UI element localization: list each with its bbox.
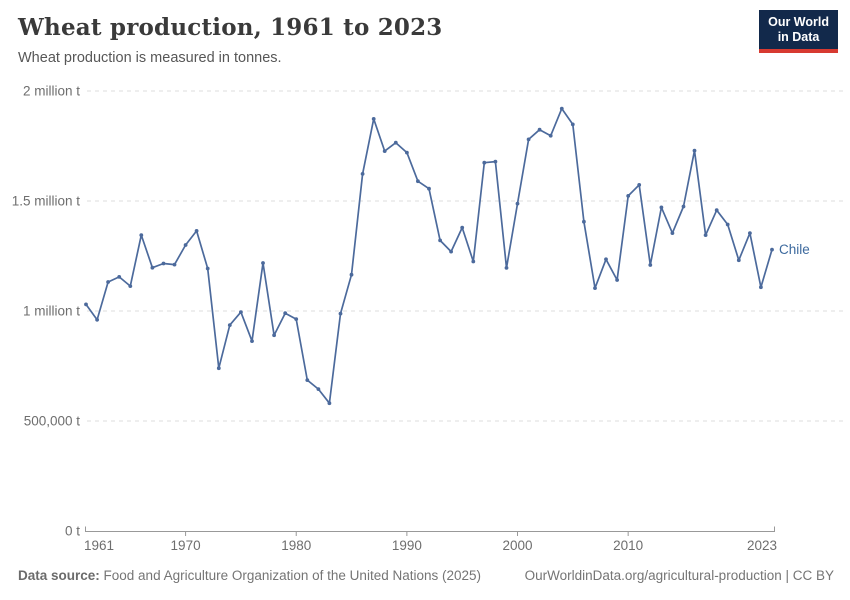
data-point[interactable]: [172, 262, 177, 267]
y-axis-tick-label: 1 million t: [23, 304, 80, 319]
x-axis-tick-label: 2010: [613, 538, 643, 553]
data-source-text: Food and Agriculture Organization of the…: [99, 568, 482, 583]
data-point[interactable]: [681, 204, 686, 209]
data-point[interactable]: [106, 280, 110, 284]
data-point[interactable]: [305, 378, 310, 382]
data-point[interactable]: [570, 122, 575, 127]
series-end-label[interactable]: Chile: [779, 242, 810, 257]
data-point[interactable]: [261, 261, 265, 265]
data-point[interactable]: [349, 272, 354, 277]
data-point[interactable]: [770, 247, 774, 252]
data-point[interactable]: [659, 205, 664, 210]
data-point[interactable]: [360, 172, 365, 176]
data-point[interactable]: [316, 387, 321, 391]
data-point[interactable]: [449, 249, 453, 254]
x-axis-tick-label: 2000: [502, 538, 532, 553]
data-point[interactable]: [526, 137, 531, 142]
data-point[interactable]: [703, 233, 708, 238]
y-axis-tick-label: 1.5 million t: [12, 194, 81, 209]
data-point[interactable]: [294, 317, 299, 321]
data-point[interactable]: [748, 231, 752, 236]
chart-subtitle: Wheat production is measured in tonnes.: [18, 50, 282, 66]
data-point[interactable]: [161, 261, 166, 266]
data-point[interactable]: [150, 265, 155, 270]
data-point[interactable]: [759, 285, 763, 290]
data-point[interactable]: [714, 208, 719, 213]
data-point[interactable]: [84, 302, 88, 307]
data-point[interactable]: [471, 259, 476, 264]
data-point[interactable]: [736, 258, 741, 263]
data-point[interactable]: [338, 311, 343, 316]
data-point[interactable]: [460, 225, 465, 230]
page-title: Wheat production, 1961 to 2023: [18, 14, 443, 41]
y-axis-tick-label: 2 million t: [23, 84, 80, 99]
data-point[interactable]: [582, 219, 586, 224]
data-point[interactable]: [515, 201, 520, 206]
data-point[interactable]: [382, 149, 387, 154]
data-point[interactable]: [427, 186, 431, 191]
data-point[interactable]: [371, 117, 376, 121]
x-axis-tick-label: 1970: [171, 538, 201, 553]
x-axis-tick-label: 2023: [747, 538, 777, 553]
data-point[interactable]: [227, 323, 232, 327]
data-point[interactable]: [95, 317, 99, 322]
data-point[interactable]: [183, 243, 188, 247]
data-point[interactable]: [548, 133, 553, 138]
data-point[interactable]: [559, 106, 564, 111]
data-point[interactable]: [128, 284, 133, 288]
owid-logo-line2: in Data: [777, 30, 820, 45]
data-point[interactable]: [648, 263, 653, 267]
series-line-chile[interactable]: [85, 107, 773, 405]
data-point[interactable]: [537, 127, 542, 132]
y-axis-tick-label: 0 t: [65, 524, 80, 539]
chart-footer: Data source: Food and Agriculture Organi…: [18, 568, 834, 583]
x-axis-tick-label: 1990: [392, 538, 422, 553]
data-point[interactable]: [194, 229, 199, 233]
data-point[interactable]: [327, 401, 332, 406]
owid-logo[interactable]: Our World in Data: [759, 10, 838, 53]
data-point[interactable]: [216, 366, 221, 371]
data-point[interactable]: [493, 159, 498, 164]
data-source-note: Data source: Food and Agriculture Organi…: [18, 568, 481, 583]
x-axis-tick-label: 1961: [84, 538, 114, 553]
data-point[interactable]: [250, 339, 254, 343]
data-source-label: Data source:: [18, 568, 100, 583]
chart-header: Wheat production, 1961 to 2023 Wheat pro…: [18, 14, 730, 66]
data-point[interactable]: [725, 222, 730, 227]
data-point[interactable]: [438, 238, 442, 243]
owid-credit-link[interactable]: OurWorldinData.org/agricultural-producti…: [524, 568, 834, 583]
y-axis-tick-label: 500,000 t: [24, 414, 81, 429]
data-point[interactable]: [283, 311, 288, 316]
data-point[interactable]: [637, 183, 642, 187]
data-point[interactable]: [393, 140, 398, 145]
data-point[interactable]: [692, 148, 697, 153]
data-point[interactable]: [593, 286, 597, 290]
data-point[interactable]: [670, 231, 675, 236]
data-point[interactable]: [482, 160, 487, 165]
data-point[interactable]: [416, 179, 420, 184]
data-point[interactable]: [239, 310, 243, 314]
owid-logo-line1: Our World: [768, 15, 829, 29]
data-point[interactable]: [615, 278, 619, 282]
x-axis-tick-label: 1980: [281, 538, 311, 553]
data-point[interactable]: [139, 233, 144, 238]
data-point[interactable]: [205, 266, 210, 271]
data-point[interactable]: [117, 275, 122, 279]
data-point[interactable]: [626, 194, 631, 198]
data-point[interactable]: [272, 333, 276, 338]
data-point[interactable]: [405, 150, 409, 155]
data-point[interactable]: [504, 266, 509, 270]
data-point[interactable]: [604, 257, 608, 262]
